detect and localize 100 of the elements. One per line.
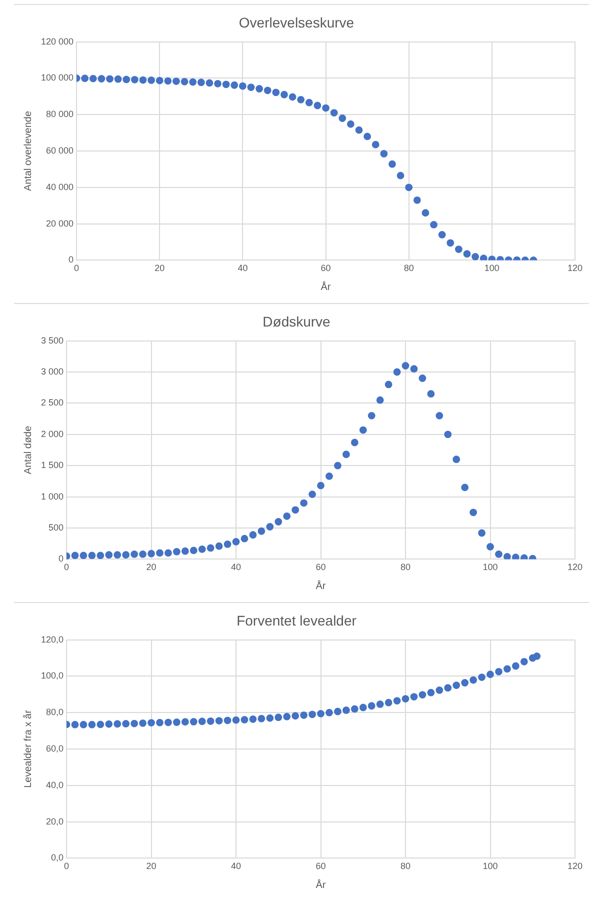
- point: [359, 704, 367, 712]
- point: [446, 239, 454, 247]
- point: [98, 75, 106, 82]
- point: [156, 718, 164, 726]
- chart-title: Overlevelseskurve: [238, 14, 354, 30]
- x-tick-label: 80: [400, 861, 411, 872]
- point: [122, 551, 130, 559]
- point: [172, 78, 180, 85]
- point: [504, 553, 511, 560]
- point: [206, 544, 214, 552]
- point: [300, 499, 308, 507]
- point: [436, 686, 444, 694]
- point: [274, 518, 282, 526]
- point: [418, 374, 426, 382]
- point: [486, 543, 494, 550]
- point: [444, 430, 452, 438]
- x-tick-label: 40: [231, 861, 242, 872]
- point: [350, 705, 358, 713]
- point: [130, 720, 138, 728]
- point: [114, 720, 122, 728]
- point: [232, 538, 240, 546]
- point: [164, 549, 172, 557]
- point: [114, 551, 122, 559]
- y-axis-title: Antal overlevende: [22, 110, 34, 192]
- y-tick-label: 20,0: [46, 816, 64, 826]
- point: [376, 396, 384, 404]
- point: [122, 720, 130, 728]
- x-tick-label: 40: [231, 562, 242, 572]
- point: [368, 702, 376, 710]
- x-tick-label: 120: [567, 562, 583, 572]
- y-tick-label: 3 500: [40, 335, 64, 346]
- point: [478, 674, 486, 681]
- point: [230, 81, 238, 89]
- point: [197, 78, 205, 86]
- point: [181, 547, 189, 555]
- point: [215, 542, 223, 550]
- point: [380, 150, 388, 158]
- point: [384, 698, 392, 706]
- point: [238, 82, 246, 90]
- point: [148, 719, 155, 726]
- point: [258, 527, 266, 535]
- point: [322, 104, 330, 112]
- y-tick-label: 40 000: [46, 182, 74, 192]
- point: [96, 720, 104, 728]
- point: [486, 670, 494, 678]
- x-axis-title: År: [316, 878, 326, 891]
- point: [308, 490, 316, 498]
- y-tick-label: 0,0: [51, 852, 64, 863]
- point: [413, 196, 421, 204]
- point: [533, 652, 541, 660]
- point: [148, 76, 156, 84]
- point: [463, 250, 471, 258]
- point: [305, 98, 313, 106]
- x-tick-label: 60: [320, 263, 331, 274]
- chart-title: Forventet levealder: [236, 612, 357, 628]
- point: [283, 712, 291, 720]
- x-axis-title: År: [320, 280, 332, 293]
- point: [359, 426, 367, 434]
- point: [264, 86, 272, 94]
- point: [472, 253, 480, 260]
- point: [266, 714, 274, 722]
- y-tick-label: 120 000: [40, 36, 74, 46]
- point: [249, 715, 257, 723]
- point: [190, 718, 198, 726]
- point: [256, 85, 264, 92]
- point: [393, 697, 401, 704]
- point: [283, 512, 291, 520]
- point: [368, 412, 376, 420]
- point: [350, 438, 358, 446]
- point: [88, 552, 96, 560]
- point: [258, 714, 266, 722]
- x-tick-label: 100: [484, 263, 500, 274]
- y-tick-label: 100,0: [40, 670, 64, 681]
- point: [156, 76, 164, 84]
- y-tick-label: 2 500: [40, 398, 64, 408]
- point: [402, 695, 410, 702]
- x-tick-label: 20: [146, 861, 156, 872]
- point: [355, 126, 363, 134]
- y-axis-title: Levealder fra x år: [22, 709, 34, 788]
- point: [122, 76, 130, 84]
- point: [372, 140, 380, 148]
- point: [454, 246, 462, 253]
- point: [317, 710, 324, 718]
- y-tick-label: 3 000: [40, 366, 64, 376]
- point: [461, 484, 469, 492]
- point: [139, 719, 146, 727]
- point: [292, 712, 300, 720]
- point: [504, 665, 511, 673]
- point: [190, 546, 198, 554]
- point: [478, 529, 486, 537]
- point: [326, 472, 333, 480]
- point: [106, 75, 114, 83]
- y-tick-label: 80,0: [46, 707, 64, 718]
- point: [89, 74, 97, 82]
- point: [148, 550, 155, 558]
- y-tick-label: 1 500: [40, 460, 64, 470]
- point: [444, 684, 452, 692]
- point: [288, 93, 296, 101]
- point: [430, 221, 438, 228]
- point: [384, 380, 392, 388]
